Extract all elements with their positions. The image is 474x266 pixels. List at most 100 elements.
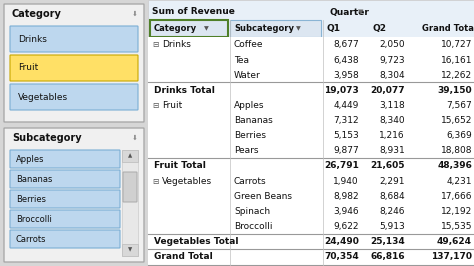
Text: 137,170: 137,170 xyxy=(431,252,472,261)
Text: 25,134: 25,134 xyxy=(370,237,405,246)
Text: ⬇: ⬇ xyxy=(132,11,138,17)
Text: 24,490: 24,490 xyxy=(324,237,359,246)
Bar xyxy=(122,150,138,256)
FancyBboxPatch shape xyxy=(10,230,120,248)
Bar xyxy=(122,244,138,256)
Bar xyxy=(230,20,321,37)
Bar xyxy=(148,0,474,266)
Text: Q2: Q2 xyxy=(373,24,387,33)
FancyBboxPatch shape xyxy=(10,170,120,188)
Text: 9,877: 9,877 xyxy=(333,146,359,155)
Text: Vegetables Total: Vegetables Total xyxy=(154,237,238,246)
Text: 9,622: 9,622 xyxy=(334,222,359,231)
Text: 12,262: 12,262 xyxy=(441,71,472,80)
Text: Bananas: Bananas xyxy=(234,116,273,125)
Text: Carrots: Carrots xyxy=(234,177,266,186)
Text: Berries: Berries xyxy=(234,131,266,140)
Text: Subcategory: Subcategory xyxy=(234,24,294,33)
Text: 8,684: 8,684 xyxy=(379,192,405,201)
Text: Q1: Q1 xyxy=(327,24,341,33)
FancyBboxPatch shape xyxy=(10,150,120,168)
Text: Green Beans: Green Beans xyxy=(234,192,292,201)
Text: 15,652: 15,652 xyxy=(441,116,472,125)
Text: 10,727: 10,727 xyxy=(441,40,472,49)
FancyBboxPatch shape xyxy=(4,128,144,262)
Text: 15,535: 15,535 xyxy=(440,222,472,231)
Text: Broccolli: Broccolli xyxy=(16,214,52,223)
Text: 9,723: 9,723 xyxy=(379,56,405,64)
FancyBboxPatch shape xyxy=(4,4,144,122)
Text: Category: Category xyxy=(154,24,197,33)
FancyBboxPatch shape xyxy=(10,26,138,52)
Text: Category: Category xyxy=(12,9,62,19)
Text: 26,791: 26,791 xyxy=(324,161,359,171)
FancyBboxPatch shape xyxy=(10,55,138,81)
FancyBboxPatch shape xyxy=(123,172,137,202)
Text: 3,958: 3,958 xyxy=(333,71,359,80)
Text: 3,946: 3,946 xyxy=(333,207,359,216)
Text: Fruit: Fruit xyxy=(18,64,38,73)
Text: 5,153: 5,153 xyxy=(333,131,359,140)
Text: Carrots: Carrots xyxy=(16,235,46,243)
Text: Fruit Total: Fruit Total xyxy=(154,161,206,171)
FancyBboxPatch shape xyxy=(10,84,138,110)
Text: Drinks Total: Drinks Total xyxy=(154,86,215,95)
FancyBboxPatch shape xyxy=(10,210,120,228)
Text: Spinach: Spinach xyxy=(234,207,270,216)
Text: 6,438: 6,438 xyxy=(333,56,359,64)
Bar xyxy=(150,20,228,37)
Text: Coffee: Coffee xyxy=(234,40,264,49)
Text: Water: Water xyxy=(234,71,261,80)
Text: 8,677: 8,677 xyxy=(333,40,359,49)
Text: Berries: Berries xyxy=(16,194,46,203)
Text: 66,816: 66,816 xyxy=(370,252,405,261)
Text: Grand Total: Grand Total xyxy=(154,252,213,261)
Text: 17,666: 17,666 xyxy=(440,192,472,201)
Text: 7,567: 7,567 xyxy=(446,101,472,110)
Text: 6,369: 6,369 xyxy=(446,131,472,140)
Text: 8,340: 8,340 xyxy=(379,116,405,125)
Text: Grand Total: Grand Total xyxy=(422,24,474,33)
Text: 21,605: 21,605 xyxy=(371,161,405,171)
Text: ⊟: ⊟ xyxy=(152,177,158,186)
Text: ⊟: ⊟ xyxy=(152,101,158,110)
Text: 1,216: 1,216 xyxy=(379,131,405,140)
Bar xyxy=(148,37,474,266)
Text: 20,077: 20,077 xyxy=(370,86,405,95)
Text: 8,982: 8,982 xyxy=(333,192,359,201)
Text: 48,396: 48,396 xyxy=(437,161,472,171)
Text: 8,304: 8,304 xyxy=(379,71,405,80)
Text: 8,246: 8,246 xyxy=(380,207,405,216)
Text: 4,231: 4,231 xyxy=(447,177,472,186)
Text: 19,073: 19,073 xyxy=(324,86,359,95)
Text: Pears: Pears xyxy=(234,146,258,155)
Text: 2,050: 2,050 xyxy=(379,40,405,49)
Text: 49,624: 49,624 xyxy=(437,237,472,246)
Text: ▼: ▼ xyxy=(358,9,364,15)
Text: ▼: ▼ xyxy=(204,26,209,31)
Text: ⊟: ⊟ xyxy=(152,40,158,49)
Text: 7,312: 7,312 xyxy=(333,116,359,125)
Text: 8,931: 8,931 xyxy=(379,146,405,155)
Text: ▲: ▲ xyxy=(128,153,132,159)
Text: ▼: ▼ xyxy=(296,26,301,31)
Text: 2,291: 2,291 xyxy=(380,177,405,186)
Text: 16,161: 16,161 xyxy=(440,56,472,64)
Text: 18,808: 18,808 xyxy=(440,146,472,155)
Text: Apples: Apples xyxy=(16,155,45,164)
Text: Broccolli: Broccolli xyxy=(234,222,273,231)
Text: 70,354: 70,354 xyxy=(324,252,359,261)
Text: Vegetables: Vegetables xyxy=(18,93,68,102)
Text: Sum of Revenue: Sum of Revenue xyxy=(152,7,235,16)
Text: Drinks: Drinks xyxy=(162,40,191,49)
Text: ▼: ▼ xyxy=(128,247,132,252)
Text: Tea: Tea xyxy=(234,56,249,64)
Text: Fruit: Fruit xyxy=(162,101,182,110)
Text: Apples: Apples xyxy=(234,101,264,110)
Text: Subcategory: Subcategory xyxy=(12,133,82,143)
Text: 1,940: 1,940 xyxy=(333,177,359,186)
Text: 5,913: 5,913 xyxy=(379,222,405,231)
Text: Vegetables: Vegetables xyxy=(162,177,212,186)
Text: 12,192: 12,192 xyxy=(441,207,472,216)
Text: ⬇: ⬇ xyxy=(132,135,138,141)
